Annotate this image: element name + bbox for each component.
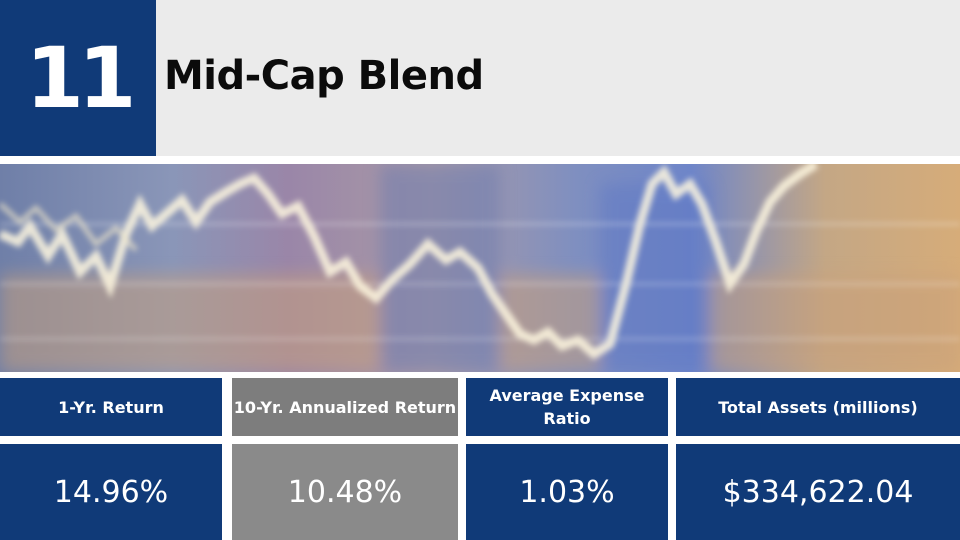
stats-table: 1-Yr. Return 10-Yr. Annualized Return Av… [0,372,960,540]
stock-chart-photo [0,164,960,372]
header-1yr-return: 1-Yr. Return [0,378,222,436]
stock-line-graphic [0,164,960,372]
title-bar: Mid-Cap Blend [156,0,960,156]
header-total-assets: Total Assets (millions) [676,378,960,436]
rank-number: 11 [0,0,156,156]
page-title: Mid-Cap Blend [164,53,484,99]
value-10yr-return: 10.48% [232,444,458,540]
value-total-assets: $334,622.04 [676,444,960,540]
header-10yr-return: 10-Yr. Annualized Return [232,378,458,436]
divider [0,156,960,164]
value-1yr-return: 14.96% [0,444,222,540]
header-expense-ratio: Average Expense Ratio [466,378,668,436]
value-expense-ratio: 1.03% [466,444,668,540]
